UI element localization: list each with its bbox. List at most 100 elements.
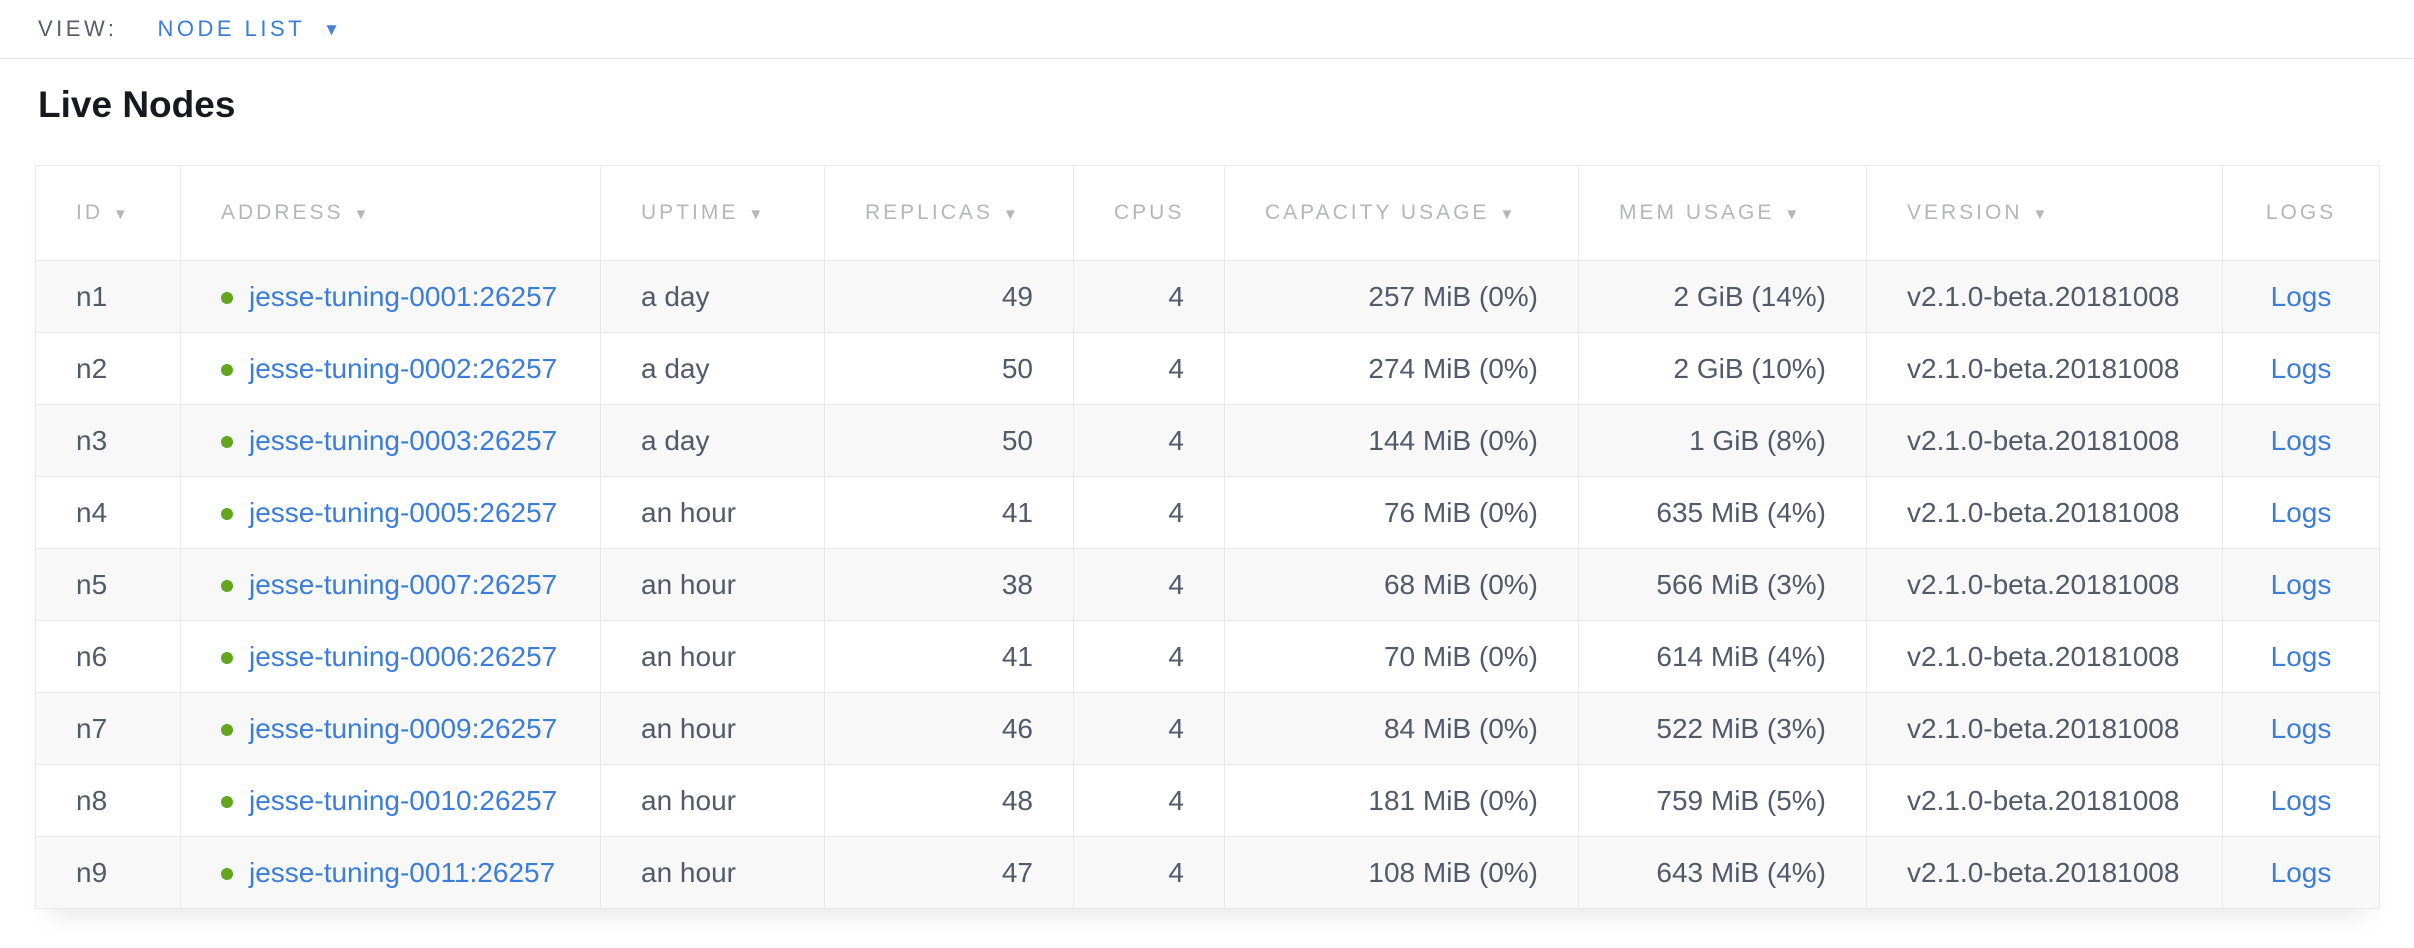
cell-capacity: 84 MiB (0%) bbox=[1225, 693, 1579, 765]
cell-id: n3 bbox=[36, 405, 181, 477]
table-row: n3jesse-tuning-0003:26257a day504144 MiB… bbox=[36, 405, 2380, 477]
table-row: n7jesse-tuning-0009:26257an hour46484 Mi… bbox=[36, 693, 2380, 765]
column-header-replicas[interactable]: REPLICAS▼ bbox=[825, 166, 1074, 261]
node-status-dot-icon bbox=[221, 652, 233, 664]
table-header-row: ID▼ ADDRESS ▼ UPTIME ▼ REPLICAS▼ CPUS CAPACITY … bbox=[36, 166, 2380, 261]
cell-id: n8 bbox=[36, 765, 181, 837]
column-label: ID bbox=[76, 201, 103, 224]
logs-link[interactable]: Logs bbox=[2271, 713, 2332, 744]
column-label: MEM USAGE bbox=[1619, 201, 1774, 224]
cell-id: n7 bbox=[36, 693, 181, 765]
node-address-link[interactable]: jesse-tuning-0009:26257 bbox=[249, 713, 557, 744]
column-label: CPUS bbox=[1114, 201, 1184, 224]
column-label: UPTIME bbox=[641, 201, 738, 224]
view-selected-value: NODE LIST bbox=[157, 16, 305, 42]
cell-version: v2.1.0-beta.20181008 bbox=[1867, 261, 2223, 333]
dropdown-caret-icon: ▼ bbox=[323, 21, 340, 38]
sort-arrow-icon: ▼ bbox=[748, 206, 766, 223]
column-header-uptime[interactable]: UPTIME ▼ bbox=[601, 166, 825, 261]
node-status-dot-icon bbox=[221, 796, 233, 808]
cell-version: v2.1.0-beta.20181008 bbox=[1867, 333, 2223, 405]
node-status-dot-icon bbox=[221, 364, 233, 376]
cell-address: jesse-tuning-0009:26257 bbox=[181, 693, 601, 765]
cell-mem: 2 GiB (10%) bbox=[1579, 333, 1867, 405]
cell-cpus: 4 bbox=[1074, 693, 1225, 765]
cell-replicas: 41 bbox=[825, 621, 1074, 693]
column-header-version[interactable]: VERSION▼ bbox=[1867, 166, 2223, 261]
cell-address: jesse-tuning-0007:26257 bbox=[181, 549, 601, 621]
cell-logs: Logs bbox=[2223, 261, 2380, 333]
cell-replicas: 41 bbox=[825, 477, 1074, 549]
cell-replicas: 47 bbox=[825, 837, 1074, 909]
cell-replicas: 50 bbox=[825, 405, 1074, 477]
node-address-link[interactable]: jesse-tuning-0003:26257 bbox=[249, 425, 557, 456]
column-label: VERSION bbox=[1907, 201, 2023, 224]
cell-address: jesse-tuning-0002:26257 bbox=[181, 333, 601, 405]
column-header-mem[interactable]: MEM USAGE▼ bbox=[1579, 166, 1867, 261]
cell-version: v2.1.0-beta.20181008 bbox=[1867, 693, 2223, 765]
cell-mem: 1 GiB (8%) bbox=[1579, 405, 1867, 477]
cell-id: n5 bbox=[36, 549, 181, 621]
logs-link[interactable]: Logs bbox=[2271, 641, 2332, 672]
cell-capacity: 257 MiB (0%) bbox=[1225, 261, 1579, 333]
cell-uptime: a day bbox=[601, 405, 825, 477]
logs-link[interactable]: Logs bbox=[2271, 353, 2332, 384]
cell-cpus: 4 bbox=[1074, 621, 1225, 693]
cell-version: v2.1.0-beta.20181008 bbox=[1867, 405, 2223, 477]
cell-logs: Logs bbox=[2223, 621, 2380, 693]
table-row: n1jesse-tuning-0001:26257a day494257 MiB… bbox=[36, 261, 2380, 333]
logs-link[interactable]: Logs bbox=[2271, 281, 2332, 312]
column-label: CAPACITY USAGE bbox=[1265, 201, 1489, 224]
logs-link[interactable]: Logs bbox=[2271, 785, 2332, 816]
table-row: n9 jesse-tuning-0011:26257 an hour474108 M… bbox=[36, 837, 2380, 909]
cell-capacity: 181 MiB (0%) bbox=[1225, 765, 1579, 837]
table-row: n6jesse-tuning-0006:26257an hour41470 Mi… bbox=[36, 621, 2380, 693]
cell-address: jesse-tuning-0011:26257 bbox=[181, 837, 601, 909]
logs-link[interactable]: Logs bbox=[2271, 857, 2332, 888]
node-status-dot-icon bbox=[221, 292, 233, 304]
cell-id: n1 bbox=[36, 261, 181, 333]
node-address-link[interactable]: jesse-tuning-0010:26257 bbox=[249, 785, 557, 816]
logs-link[interactable]: Logs bbox=[2271, 425, 2332, 456]
cell-uptime: an hour bbox=[601, 693, 825, 765]
node-status-dot-icon bbox=[221, 580, 233, 592]
node-address-link[interactable]: jesse-tuning-0006:26257 bbox=[249, 641, 557, 672]
node-status-dot-icon bbox=[221, 436, 233, 448]
cell-uptime: an hour bbox=[601, 837, 825, 909]
node-address-link[interactable]: jesse-tuning-0001:26257 bbox=[249, 281, 557, 312]
cell-address: jesse-tuning-0010:26257 bbox=[181, 765, 601, 837]
column-header-cpus: CPUS bbox=[1074, 166, 1225, 261]
cell-address: jesse-tuning-0003:26257 bbox=[181, 405, 601, 477]
table-row: n5jesse-tuning-0007:26257an hour38468 Mi… bbox=[36, 549, 2380, 621]
cell-uptime: a day bbox=[601, 333, 825, 405]
cell-capacity: 108 MiB (0%) bbox=[1225, 837, 1579, 909]
column-label: ADDRESS bbox=[221, 201, 344, 224]
cell-capacity: 70 MiB (0%) bbox=[1225, 621, 1579, 693]
column-header-address[interactable]: ADDRESS ▼ bbox=[181, 166, 601, 261]
column-header-id[interactable]: ID▼ bbox=[36, 166, 181, 261]
cell-cpus: 4 bbox=[1074, 837, 1225, 909]
view-selector-dropdown[interactable]: NODE LIST ▼ bbox=[157, 16, 339, 42]
table-row: n2jesse-tuning-0002:26257a day504274 MiB… bbox=[36, 333, 2380, 405]
logs-link[interactable]: Logs bbox=[2271, 497, 2332, 528]
live-nodes-table-container: ID▼ ADDRESS ▼ UPTIME ▼ REPLICAS▼ CPUS CAPACITY … bbox=[35, 165, 2379, 909]
cell-replicas: 38 bbox=[825, 549, 1074, 621]
cell-logs: Logs bbox=[2223, 405, 2380, 477]
logs-link[interactable]: Logs bbox=[2271, 569, 2332, 600]
cell-id: n9 bbox=[36, 837, 181, 909]
cell-mem: 2 GiB (14%) bbox=[1579, 261, 1867, 333]
node-status-dot-icon bbox=[221, 508, 233, 520]
cell-mem: 566 MiB (3%) bbox=[1579, 549, 1867, 621]
cell-logs: Logs bbox=[2223, 837, 2380, 909]
node-address-link[interactable]: jesse-tuning-0005:26257 bbox=[249, 497, 557, 528]
sort-arrow-icon: ▼ bbox=[354, 206, 372, 223]
cell-uptime: an hour bbox=[601, 549, 825, 621]
node-address-link[interactable]: jesse-tuning-0011:26257 bbox=[249, 857, 555, 888]
column-header-capacity[interactable]: CAPACITY USAGE▼ bbox=[1225, 166, 1579, 261]
cell-cpus: 4 bbox=[1074, 333, 1225, 405]
node-address-link[interactable]: jesse-tuning-0002:26257 bbox=[249, 353, 557, 384]
cell-address: jesse-tuning-0006:26257 bbox=[181, 621, 601, 693]
node-address-link[interactable]: jesse-tuning-0007:26257 bbox=[249, 569, 557, 600]
cell-uptime: an hour bbox=[601, 765, 825, 837]
cell-cpus: 4 bbox=[1074, 765, 1225, 837]
